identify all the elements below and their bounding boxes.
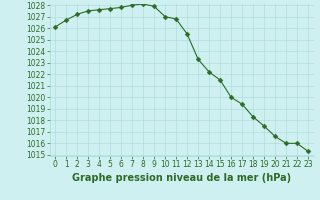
X-axis label: Graphe pression niveau de la mer (hPa): Graphe pression niveau de la mer (hPa) <box>72 173 291 183</box>
